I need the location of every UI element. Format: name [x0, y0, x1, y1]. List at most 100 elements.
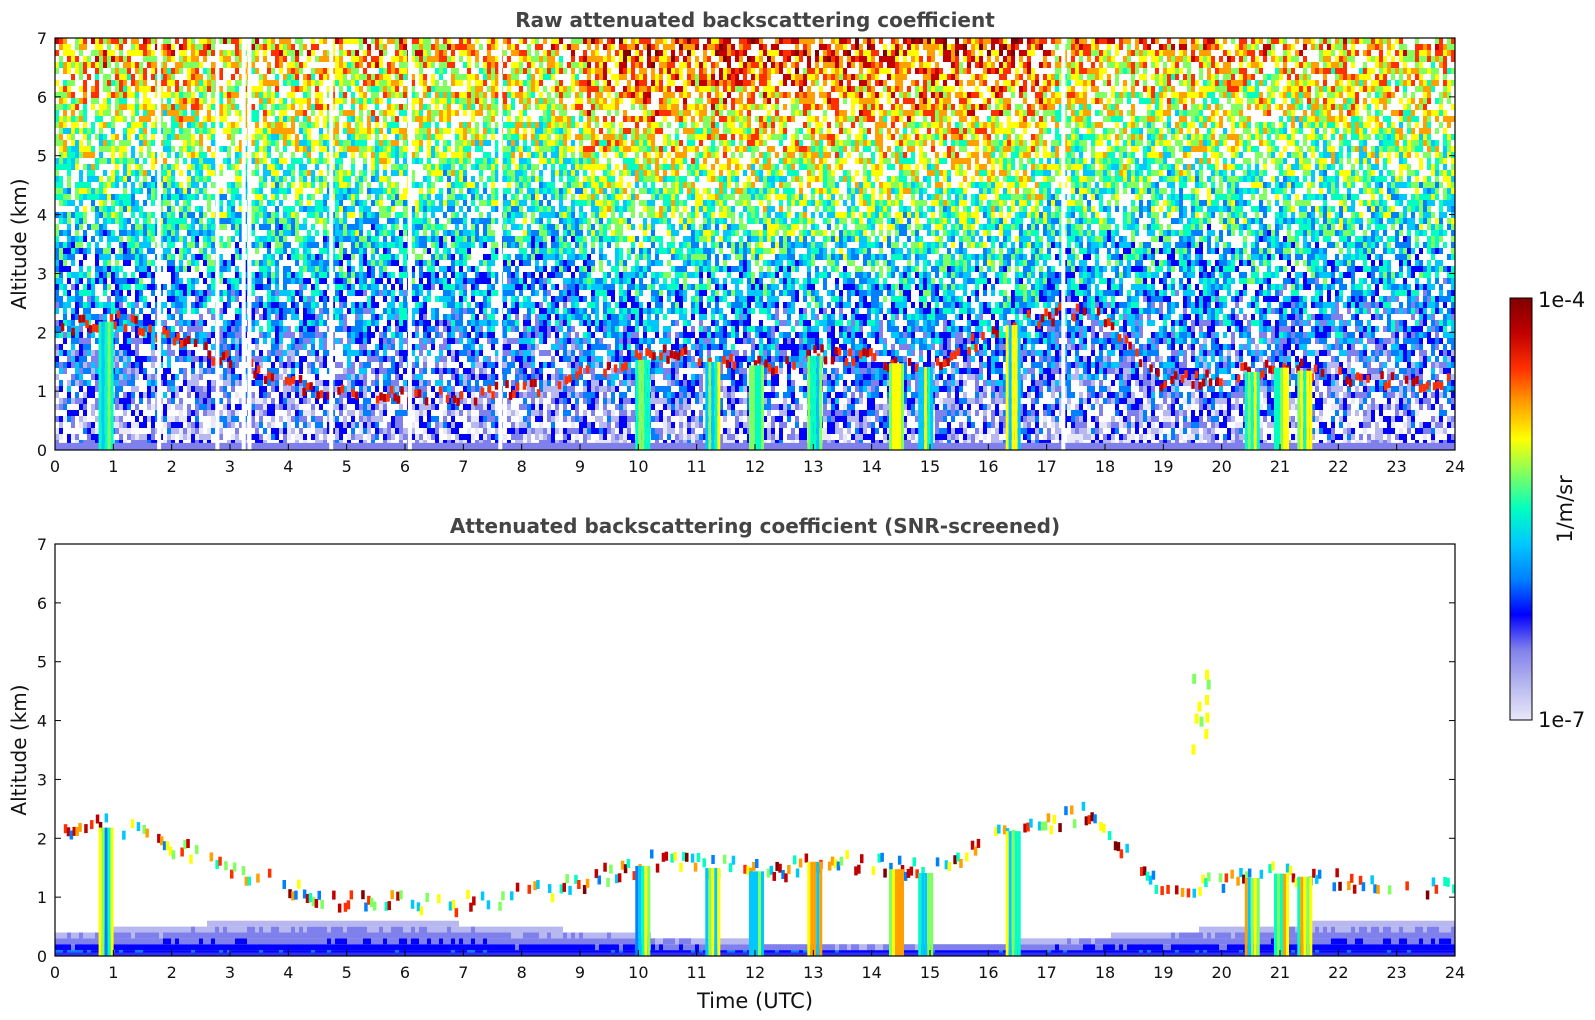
- raw-cell: [123, 218, 127, 224]
- raw-cell: [399, 272, 403, 278]
- raw-cell: [311, 104, 315, 110]
- raw-cell: [135, 284, 139, 290]
- raw-cell: [127, 344, 131, 350]
- raw-cell: [79, 110, 83, 116]
- raw-cell: [167, 74, 171, 80]
- raw-cell: [375, 152, 379, 158]
- raw-cell: [395, 392, 399, 398]
- raw-cell: [139, 296, 143, 302]
- raw-cell: [443, 356, 447, 362]
- raw-cell: [411, 380, 415, 386]
- raw-cell: [119, 86, 123, 92]
- raw-cell: [187, 326, 191, 332]
- raw-cell: [175, 158, 179, 164]
- raw-cell: [435, 434, 439, 440]
- raw-cell: [287, 422, 291, 428]
- raw-cell: [343, 272, 347, 278]
- raw-cell: [147, 248, 151, 254]
- raw-cell: [335, 62, 339, 68]
- raw-cell: [435, 272, 439, 278]
- raw-cell: [63, 140, 67, 146]
- raw-cell: [411, 170, 415, 176]
- raw-cell: [71, 104, 75, 110]
- raw-cell: [67, 212, 71, 218]
- raw-cell: [339, 404, 343, 410]
- raw-cell: [127, 392, 131, 398]
- raw-cell: [143, 236, 147, 242]
- raw-cell: [395, 254, 399, 260]
- raw-cell: [431, 224, 435, 230]
- raw-cell: [175, 98, 179, 104]
- raw-cell: [383, 326, 387, 332]
- raw-cell: [103, 140, 107, 146]
- raw-cell: [79, 236, 83, 242]
- raw-cell: [235, 86, 239, 92]
- raw-cell: [335, 380, 339, 386]
- raw-cell: [55, 404, 59, 410]
- raw-cell: [399, 62, 403, 68]
- raw-cell: [359, 272, 363, 278]
- raw-cell: [391, 260, 395, 266]
- raw-cell: [379, 428, 383, 434]
- raw-cell: [283, 434, 287, 440]
- raw-cell: [163, 92, 167, 98]
- raw-cell: [83, 44, 87, 50]
- raw-cell: [151, 392, 155, 398]
- raw-cell: [363, 158, 367, 164]
- raw-cell: [431, 338, 435, 344]
- raw-cell: [411, 308, 415, 314]
- raw-cell: [327, 272, 331, 278]
- raw-cell: [79, 242, 83, 248]
- raw-cell: [415, 362, 419, 368]
- raw-cell: [151, 332, 155, 338]
- raw-cell: [411, 320, 415, 326]
- raw-cell: [131, 338, 135, 344]
- raw-cell: [355, 224, 359, 230]
- raw-cell: [279, 374, 283, 380]
- raw-cell: [207, 368, 211, 374]
- raw-cell: [439, 332, 443, 338]
- raw-cell: [339, 320, 343, 326]
- raw-cell: [307, 140, 311, 146]
- raw-cell: [67, 230, 71, 236]
- raw-cell: [99, 212, 103, 218]
- raw-cell: [163, 404, 167, 410]
- raw-cell: [207, 428, 211, 434]
- raw-cell: [267, 326, 271, 332]
- raw-cell: [291, 212, 295, 218]
- raw-cell: [279, 416, 283, 422]
- raw-cell: [91, 188, 95, 194]
- raw-cell: [251, 242, 255, 248]
- raw-cell: [403, 224, 407, 230]
- raw-cell: [99, 146, 103, 152]
- raw-cell: [311, 308, 315, 314]
- raw-cell: [291, 164, 295, 170]
- raw-cell: [255, 38, 259, 44]
- raw-cell: [111, 116, 115, 122]
- raw-cell: [403, 158, 407, 164]
- raw-cell: [155, 386, 159, 392]
- raw-cell: [143, 332, 147, 338]
- raw-cell: [219, 188, 223, 194]
- raw-cell: [283, 278, 287, 284]
- raw-cell: [423, 116, 427, 122]
- raw-cell: [207, 308, 211, 314]
- raw-cell: [211, 224, 215, 230]
- raw-cell: [419, 56, 423, 62]
- raw-cell: [343, 320, 347, 326]
- raw-cell: [115, 74, 119, 80]
- raw-cell: [191, 410, 195, 416]
- raw-cell: [315, 80, 319, 86]
- raw-cell: [383, 206, 387, 212]
- raw-cell: [219, 314, 223, 320]
- raw-cell: [371, 272, 375, 278]
- raw-cell: [351, 212, 355, 218]
- raw-cell: [399, 434, 403, 440]
- raw-cell: [423, 212, 427, 218]
- raw-cell: [63, 350, 67, 356]
- raw-cell: [75, 146, 79, 152]
- raw-cell: [299, 104, 303, 110]
- raw-cell: [115, 374, 119, 380]
- raw-cell: [267, 422, 271, 428]
- raw-cell: [239, 422, 243, 428]
